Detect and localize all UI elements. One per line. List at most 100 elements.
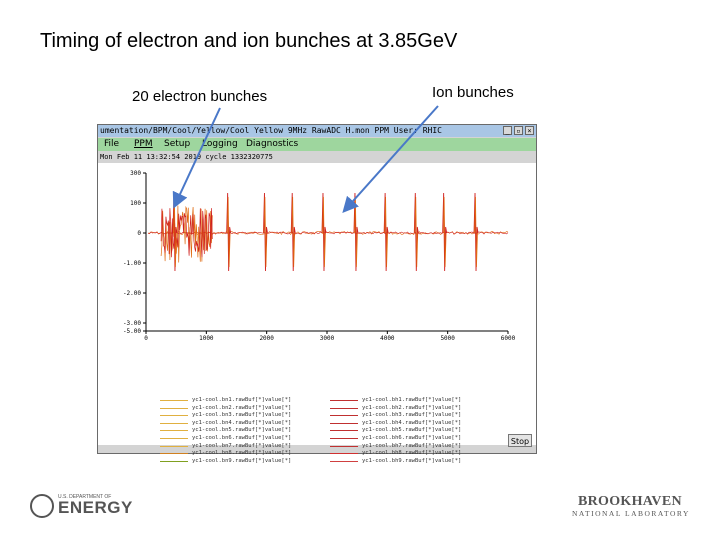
- ion-pulse-overlay: [322, 196, 326, 268]
- y-tick-label: -5.00: [123, 328, 141, 335]
- legend-label: yc1-cool.bn7.rawBuf[*]value[*]: [192, 442, 292, 449]
- ppm-monitor-window: umentation/BPM/Cool/Yellow/Cool Yellow 9…: [97, 124, 537, 464]
- doe-logo-text: ENERGY: [58, 498, 133, 517]
- legend-label: yc1-cool.bn4.rawBuf[*]value[*]: [192, 419, 292, 426]
- x-tick-label: 0: [144, 335, 148, 342]
- menu-diagnostics[interactable]: Diagnostics: [246, 139, 299, 149]
- close-icon[interactable]: ×: [525, 126, 534, 135]
- x-tick-label: 2000: [259, 335, 274, 342]
- electron-burst-trace-a: [160, 205, 213, 263]
- x-tick-label: 4000: [380, 335, 395, 342]
- legend-item: yc1-cool.bh7.rawBuf[*]value[*]: [330, 443, 500, 451]
- stop-button[interactable]: Stop: [508, 434, 532, 447]
- bnl-logo: BROOKHAVEN NATIONAL LABORATORY: [570, 494, 690, 520]
- plot-area: 300 100 0 -1.00 -2.00 -3.00 -5.00 0 1000 2000 3000…: [98, 163, 536, 464]
- legend-item: yc1-cool.bh8.rawBuf[*]value[*]: [330, 450, 500, 458]
- legend-swatch: [330, 437, 358, 439]
- legend-swatch: [160, 407, 188, 409]
- electron-bunches-callout: 20 electron bunches: [132, 88, 268, 105]
- maximize-icon[interactable]: ▫: [514, 126, 523, 135]
- ion-bunches-callout: Ion bunches: [432, 84, 514, 101]
- ion-pulse-overlay: [263, 196, 268, 268]
- ion-pulse: [473, 192, 479, 272]
- x-tick-label: 3000: [320, 335, 335, 342]
- y-tick-label: -2.00: [123, 290, 141, 297]
- legend-label: yc1-cool.bh5.rawBuf[*]value[*]: [362, 427, 462, 434]
- doe-logo-small-text: U.S. DEPARTMENT OF: [58, 494, 112, 500]
- legend-label: yc1-cool.bn3.rawBuf[*]value[*]: [192, 412, 292, 419]
- legend-item: yc1-cool.bn1.rawBuf[*]value[*]: [160, 397, 330, 405]
- ion-pulse-overlay: [291, 196, 296, 268]
- ion-pulse-overlay: [354, 196, 358, 268]
- legend-item: yc1-cool.bh5.rawBuf[*]value[*]: [330, 427, 500, 435]
- ion-pulse: [321, 192, 327, 272]
- legend-label: yc1-cool.bn9.rawBuf[*]value[*]: [192, 457, 292, 464]
- window-titlebar[interactable]: umentation/BPM/Cool/Yellow/Cool Yellow 9…: [98, 125, 536, 137]
- menu-ppm[interactable]: PPM: [134, 139, 153, 149]
- legend-swatch: [330, 430, 358, 432]
- timestamp-status: Mon Feb 11 13:32:54 2019 cycle 133232077…: [100, 153, 273, 161]
- legend-label: yc1-cool.bh9.rawBuf[*]value[*]: [362, 457, 462, 464]
- minimize-icon[interactable]: _: [503, 126, 512, 135]
- menu-setup[interactable]: Setup: [164, 139, 191, 149]
- legend-swatch: [160, 453, 188, 455]
- legend-item: yc1-cool.bn7.rawBuf[*]value[*]: [160, 443, 330, 451]
- window-title: umentation/BPM/Cool/Yellow/Cool Yellow 9…: [100, 126, 442, 135]
- slide-title: Timing of electron and ion bunches at 3.…: [40, 30, 458, 52]
- legend-swatch: [330, 445, 358, 447]
- bnl-logo-subtext: NATIONAL LABORATORY: [572, 509, 690, 518]
- legend-swatch: [160, 422, 188, 424]
- y-tick-label: 100: [130, 200, 141, 207]
- ion-pulse: [290, 192, 296, 272]
- legend-swatch: [160, 415, 188, 417]
- legend-item: yc1-cool.bh1.rawBuf[*]value[*]: [330, 397, 500, 405]
- y-tick-label: 0: [137, 230, 141, 237]
- ion-pulse-overlay: [173, 196, 177, 268]
- legend-swatch: [160, 460, 188, 462]
- legend-item: yc1-cool.bn2.rawBuf[*]value[*]: [160, 405, 330, 413]
- bnl-logo-text: BROOKHAVEN: [578, 494, 682, 509]
- menu-file[interactable]: File: [104, 139, 120, 149]
- legend-label: yc1-cool.bh4.rawBuf[*]value[*]: [362, 419, 462, 426]
- ion-pulse: [263, 192, 268, 272]
- legend-item: yc1-cool.bh9.rawBuf[*]value[*]: [330, 458, 500, 466]
- x-tick-label: 5000: [440, 335, 455, 342]
- electron-burst-trace-b: [160, 208, 213, 258]
- legend-item: yc1-cool.bh4.rawBuf[*]value[*]: [330, 420, 500, 428]
- legend-swatch: [330, 400, 358, 401]
- legend-item: yc1-cool.bh3.rawBuf[*]value[*]: [330, 412, 500, 420]
- menu-logging[interactable]: Logging: [202, 139, 238, 149]
- legend-swatch: [160, 437, 188, 439]
- legend-label: yc1-cool.bh7.rawBuf[*]value[*]: [362, 442, 462, 449]
- legend-label: yc1-cool.bh8.rawBuf[*]value[*]: [362, 450, 462, 457]
- legend-left-column: yc1-cool.bn1.rawBuf[*]value[*] yc1-cool.b…: [160, 397, 330, 465]
- legend-item: yc1-cool.bh2.rawBuf[*]value[*]: [330, 405, 500, 413]
- legend-label: yc1-cool.bn1.rawBuf[*]value[*]: [192, 397, 292, 403]
- ion-pulse: [442, 192, 448, 272]
- legend-label: yc1-cool.bh3.rawBuf[*]value[*]: [362, 412, 462, 419]
- legend-label: yc1-cool.bn5.rawBuf[*]value[*]: [192, 427, 292, 434]
- y-tick-label: -3.00: [123, 320, 141, 327]
- legend-item: yc1-cool.bn5.rawBuf[*]value[*]: [160, 427, 330, 435]
- ion-pulse: [226, 192, 232, 272]
- legend-item: yc1-cool.bh6.rawBuf[*]value[*]: [330, 435, 500, 443]
- legend-swatch: [160, 445, 188, 447]
- legend-right-column: yc1-cool.bh1.rawBuf[*]value[*] yc1-cool.b…: [330, 397, 500, 465]
- legend-item: yc1-cool.bn6.rawBuf[*]value[*]: [160, 435, 330, 443]
- ion-pulse-overlay: [442, 196, 447, 268]
- legend-item: yc1-cool.bn4.rawBuf[*]value[*]: [160, 420, 330, 428]
- legend-item: yc1-cool.bn3.rawBuf[*]value[*]: [160, 412, 330, 420]
- legend-label: yc1-cool.bh1.rawBuf[*]value[*]: [362, 397, 462, 403]
- legend-label: yc1-cool.bh2.rawBuf[*]value[*]: [362, 404, 462, 411]
- menu-bar: File PPM Setup Logging Diagnostics: [98, 138, 536, 151]
- doe-logo: U.S. DEPARTMENT OF ENERGY: [30, 492, 133, 520]
- legend-item: yc1-cool.bn8.rawBuf[*]value[*]: [160, 450, 330, 458]
- y-tick-label: -1.00: [123, 260, 141, 267]
- x-tick-label: 1000: [199, 335, 214, 342]
- legend-label: yc1-cool.bn2.rawBuf[*]value[*]: [192, 404, 292, 411]
- legend-label: yc1-cool.bn6.rawBuf[*]value[*]: [192, 434, 292, 441]
- ion-pulse-overlay: [226, 196, 231, 268]
- legend-label: yc1-cool.bn8.rawBuf[*]value[*]: [192, 450, 292, 457]
- legend-swatch: [330, 453, 358, 455]
